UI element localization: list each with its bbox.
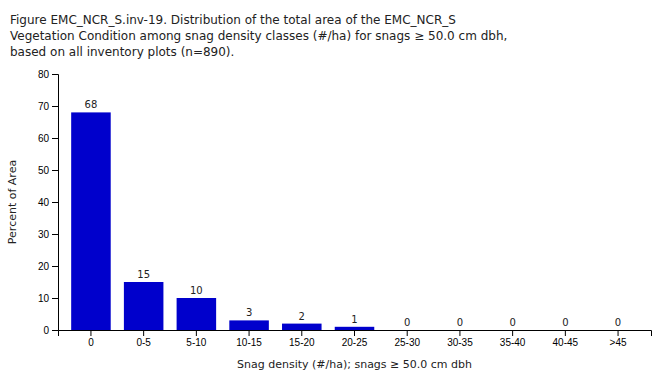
data-label: 2 xyxy=(299,311,305,322)
data-label: 0 xyxy=(562,317,568,328)
data-label: 0 xyxy=(615,317,621,328)
x-tick-label: 15-20 xyxy=(289,337,315,348)
x-tick: 0-5 xyxy=(136,330,151,348)
bar xyxy=(440,330,480,331)
data-label: 0 xyxy=(457,317,463,328)
y-tick: 50 xyxy=(38,165,58,176)
x-tick-label: 40-45 xyxy=(553,337,579,348)
y-tick: 40 xyxy=(38,197,58,208)
bar xyxy=(177,298,217,330)
x-tick-label: 25-30 xyxy=(394,337,420,348)
data-label: 3 xyxy=(246,307,252,318)
x-tick-mark xyxy=(459,330,460,336)
x-tick-mark xyxy=(249,330,250,336)
y-tick-mark xyxy=(52,330,58,331)
title-line: Figure EMC_NCR_S.inv-19. Distribution of… xyxy=(10,13,456,27)
x-tick-label: 10-15 xyxy=(236,337,262,348)
bar xyxy=(387,330,427,331)
y-tick: 20 xyxy=(38,261,58,272)
x-tick-mark xyxy=(143,330,144,336)
y-tick-label: 40 xyxy=(38,197,50,208)
bar xyxy=(282,324,322,330)
x-tick: 20-25 xyxy=(342,330,368,348)
chart: Figure EMC_NCR_S.inv-19. Distribution of… xyxy=(0,0,666,382)
y-tick: 30 xyxy=(38,229,58,240)
x-tick-mark xyxy=(354,330,355,336)
y-axis: 0 10 20 30 40 50 60 70 80 xyxy=(38,69,59,336)
x-axis-line xyxy=(59,331,652,337)
x-tick-mark xyxy=(407,330,408,336)
bar xyxy=(493,330,533,331)
x-tick-mark xyxy=(90,330,91,336)
x-tick: 30-35 xyxy=(447,330,473,348)
y-tick-label: 30 xyxy=(38,229,50,240)
bar xyxy=(229,320,269,330)
y-tick: 10 xyxy=(38,293,58,304)
y-tick-label: 10 xyxy=(38,293,50,304)
y-tick-mark xyxy=(52,170,58,171)
y-tick-mark xyxy=(52,138,58,139)
x-tick-label: 5-10 xyxy=(186,337,206,348)
y-tick-label: 20 xyxy=(38,261,50,272)
bar xyxy=(71,112,111,330)
y-tick-mark xyxy=(52,74,58,75)
data-label: 68 xyxy=(85,99,98,110)
x-tick-label: 35-40 xyxy=(500,337,526,348)
y-tick-mark xyxy=(52,106,58,107)
bars xyxy=(71,112,374,330)
data-label: 0 xyxy=(404,317,410,328)
bar xyxy=(598,330,638,331)
y-tick-mark xyxy=(52,202,58,203)
x-axis-title: Snag density (#/ha); snags ≥ 50.0 cm dbh xyxy=(237,358,472,371)
y-tick-label: 50 xyxy=(38,165,50,176)
x-tick: 5-10 xyxy=(186,330,206,348)
y-tick-label: 80 xyxy=(38,69,50,80)
x-tick: 25-30 xyxy=(394,330,420,348)
y-tick: 70 xyxy=(38,101,58,112)
x-axis: 0 0-5 5-10 10-15 15-20 20-25 25-30 30-35 35-40 40… xyxy=(59,330,652,348)
plot: 6815103210000000-55-1010-1515-2020-2525-… xyxy=(38,69,652,348)
y-tick-label: 0 xyxy=(43,325,49,336)
x-tick: 0 xyxy=(88,330,94,348)
x-tick-label: 30-35 xyxy=(447,337,473,348)
y-tick-mark xyxy=(52,298,58,299)
bar xyxy=(124,282,164,330)
x-tick: 10-15 xyxy=(236,330,262,348)
x-tick-mark xyxy=(196,330,197,336)
x-tick-mark xyxy=(301,330,302,336)
bar xyxy=(546,330,586,331)
title: Figure EMC_NCR_S.inv-19. Distribution of… xyxy=(10,13,507,59)
data-labels: 68151032100000 xyxy=(85,99,622,328)
x-tick-label: 0 xyxy=(88,337,94,348)
x-tick-mark xyxy=(512,330,513,336)
data-label: 10 xyxy=(190,285,203,296)
x-tick-label: 0-5 xyxy=(136,337,151,348)
y-tick: 60 xyxy=(38,133,58,144)
x-tick: 40-45 xyxy=(553,330,579,348)
x-tick-mark xyxy=(618,330,619,336)
x-tick-label: 20-25 xyxy=(342,337,368,348)
y-axis-title: Percent of Area xyxy=(6,160,19,244)
x-tick-label: >45 xyxy=(610,337,627,348)
data-label: 0 xyxy=(509,317,515,328)
title-line: Vegetation Condition among snag density … xyxy=(10,29,507,43)
data-label: 1 xyxy=(351,314,357,325)
x-tick: >45 xyxy=(610,330,627,348)
x-tick: 15-20 xyxy=(289,330,315,348)
data-label: 15 xyxy=(137,269,150,280)
y-tick: 80 xyxy=(38,69,58,80)
x-tick: 35-40 xyxy=(500,330,526,348)
bar xyxy=(335,327,375,330)
y-tick-label: 60 xyxy=(38,133,50,144)
x-tick-mark xyxy=(565,330,566,336)
y-tick-mark xyxy=(52,234,58,235)
y-tick-label: 70 xyxy=(38,101,50,112)
y-axis-line xyxy=(52,75,59,331)
title-line: based on all inventory plots (n=890). xyxy=(10,45,234,59)
y-tick-mark xyxy=(52,266,58,267)
y-tick: 0 xyxy=(43,325,58,336)
